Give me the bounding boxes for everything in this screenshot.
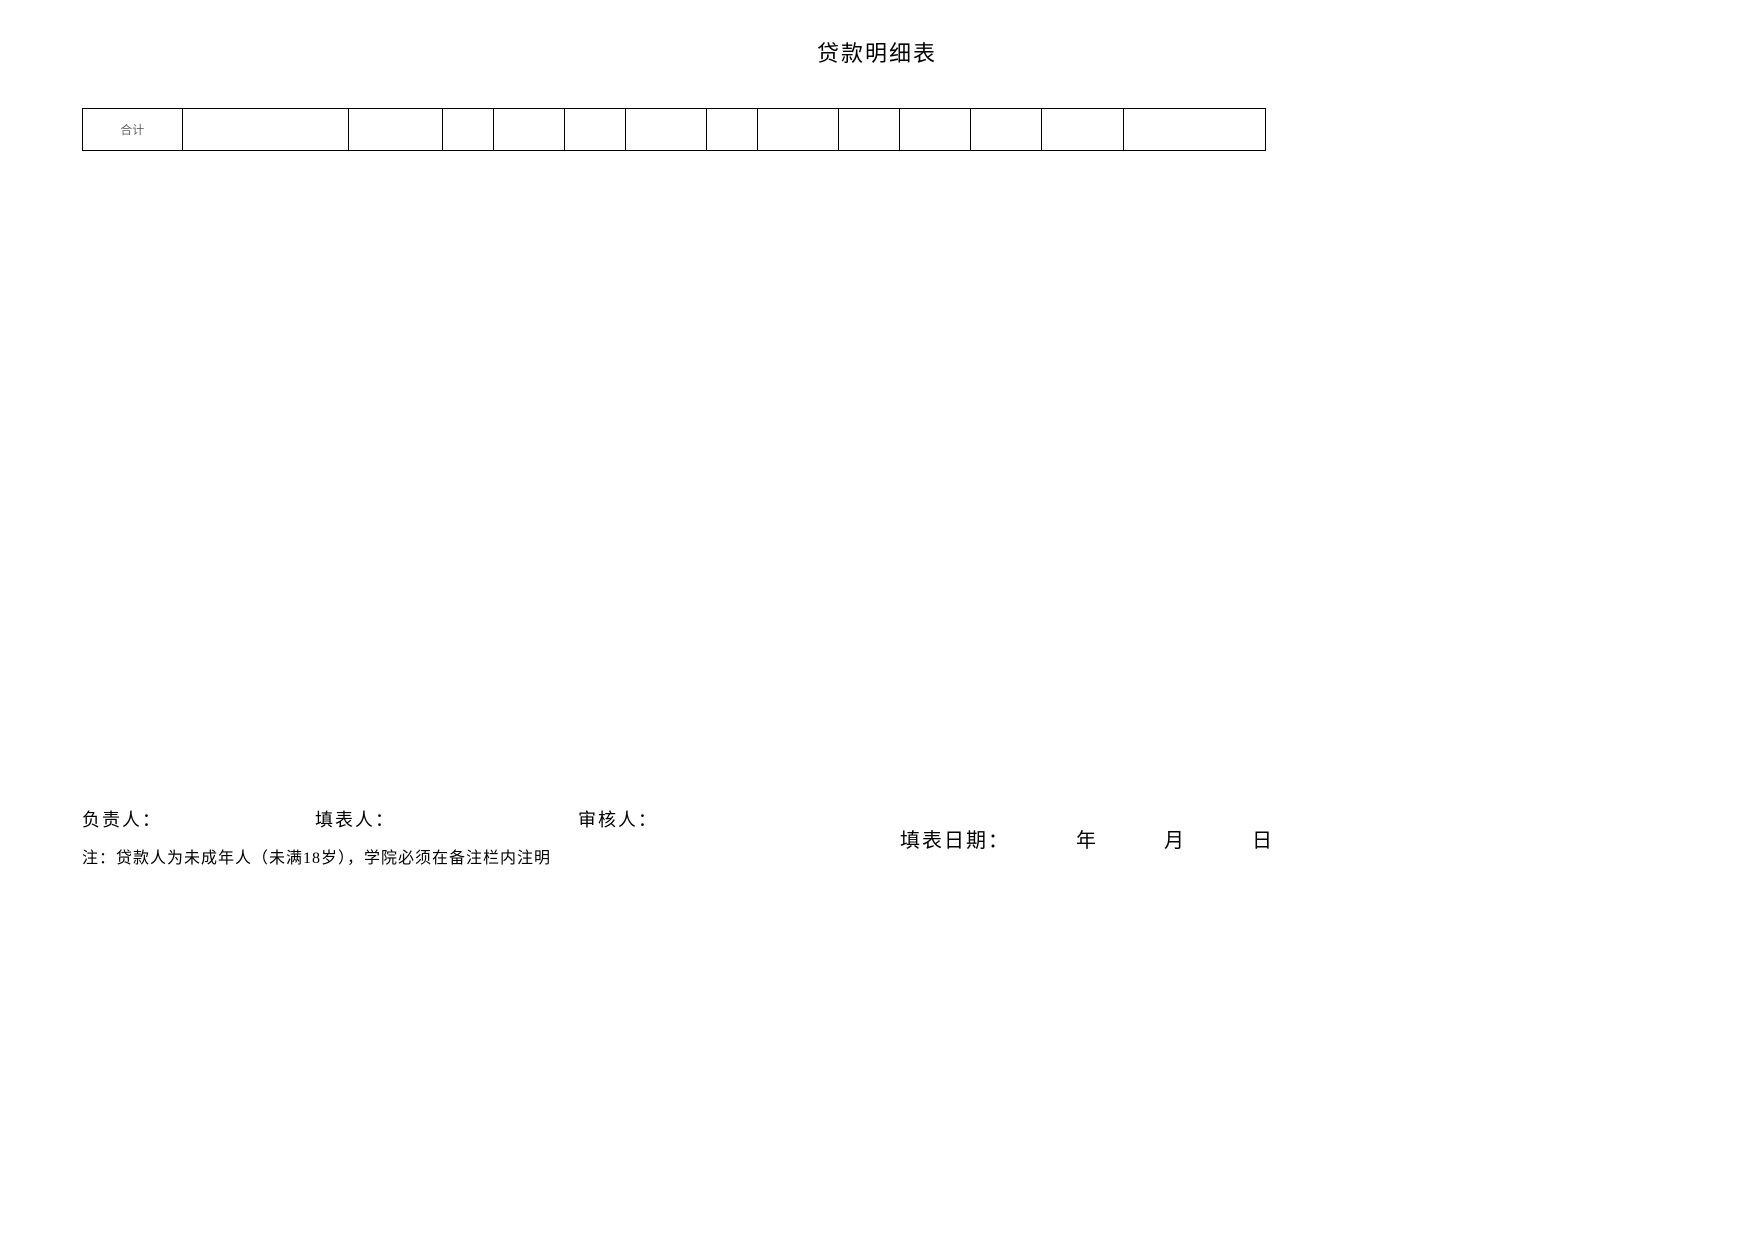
fill-date: 填表日期： 年 月 日	[900, 824, 1274, 853]
summary-table: 合计	[82, 108, 1266, 151]
table-cell	[900, 109, 971, 151]
table-cell	[493, 109, 564, 151]
table-cell	[182, 109, 349, 151]
table-cell	[757, 109, 838, 151]
month-label: 月	[1164, 830, 1186, 852]
signature-line: 负责人： 填表人： 审核人：	[82, 806, 658, 832]
total-label-cell: 合计	[83, 109, 183, 151]
loan-detail-table: 合计	[82, 108, 1266, 151]
table-cell	[349, 109, 443, 151]
responsible-person-label: 负责人：	[82, 806, 162, 832]
table-cell	[442, 109, 493, 151]
footnote: 注：贷款人为未成年人（未满18岁），学院必须在备注栏内注明	[82, 844, 551, 868]
year-label: 年	[1076, 830, 1098, 852]
table-cell	[1042, 109, 1123, 151]
table-cell	[564, 109, 625, 151]
fill-date-label: 填表日期：	[900, 830, 1010, 852]
day-label: 日	[1252, 830, 1274, 852]
table-row: 合计	[83, 109, 1266, 151]
table-cell	[839, 109, 900, 151]
reviewer-label: 审核人：	[578, 806, 658, 832]
table-cell	[706, 109, 757, 151]
table-cell	[971, 109, 1042, 151]
preparer-label: 填表人：	[315, 806, 395, 832]
page-title: 贷款明细表	[0, 36, 1754, 68]
table-cell	[625, 109, 706, 151]
table-cell	[1123, 109, 1265, 151]
